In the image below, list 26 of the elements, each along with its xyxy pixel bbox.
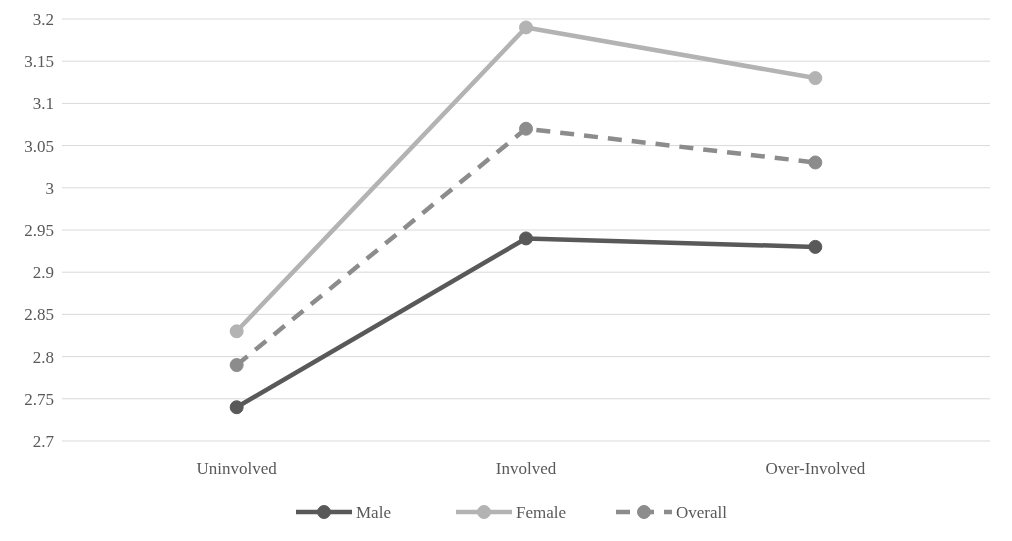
point [519,231,533,246]
x-tick-label: Over-Involved [765,459,866,478]
y-tick-label: 3.1 [32,94,54,114]
legend-label: Overall [676,502,728,522]
point [229,324,244,339]
point [519,121,533,136]
y-tick-label: 3.2 [32,9,54,29]
point [519,20,533,35]
legend-label: Male [356,502,391,522]
y-tick-label: 2.75 [24,389,54,409]
y-tick-label: 2.7 [32,431,55,451]
legend-label: Female [516,502,567,522]
y-tick-label: 3.05 [24,136,54,156]
point [808,71,823,86]
y-tick-label: 2.8 [32,347,54,367]
y-tick-label: 3 [45,178,54,198]
y-tick-label: 2.9 [32,263,54,283]
point [229,358,244,373]
point [808,239,823,254]
y-tick-label: 3.15 [24,52,54,72]
point [808,155,823,170]
x-tick-label: Uninvolved [196,459,278,478]
x-tick-label: Involved [495,459,557,478]
y-tick-label: 2.95 [24,220,54,240]
point [229,400,244,415]
y-tick-label: 2.85 [24,305,54,325]
